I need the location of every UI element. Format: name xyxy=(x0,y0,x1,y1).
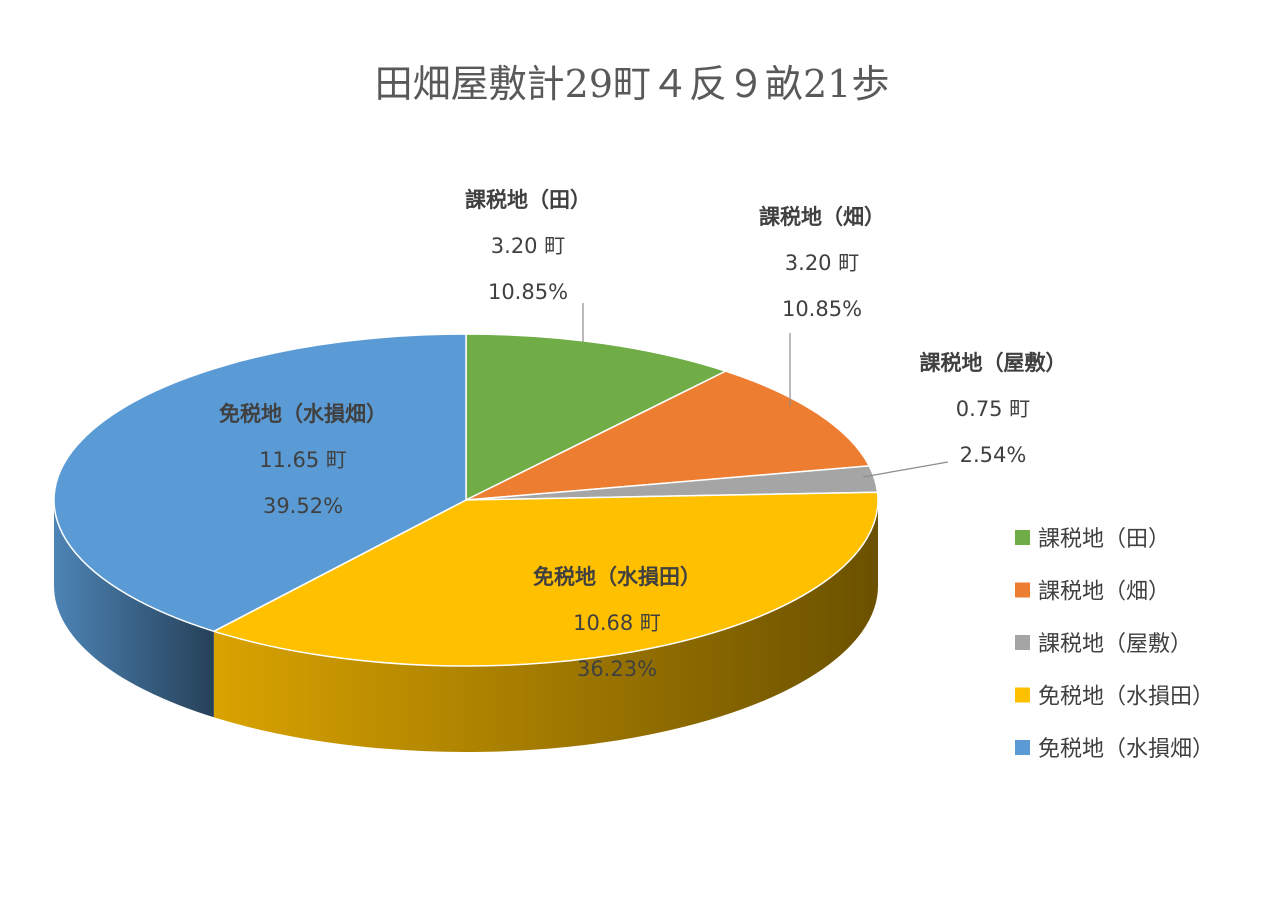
legend-item-2: 課税地（畑） xyxy=(1015,580,1170,605)
legend-swatch xyxy=(1015,687,1030,703)
legend-swatch xyxy=(1015,635,1030,650)
data-label-name: 課税地（田） xyxy=(465,188,591,212)
data-label-percent: 39.52% xyxy=(263,494,343,518)
legend-label: 免税地（水損田） xyxy=(1038,685,1214,710)
legend-swatch xyxy=(1015,582,1030,598)
legend-swatch xyxy=(1015,740,1030,755)
data-label-percent: 2.54% xyxy=(960,443,1027,467)
pie-slices xyxy=(53,333,879,667)
legend-label: 課税地（畑） xyxy=(1038,580,1170,605)
data-label-value: 11.65 町 xyxy=(259,448,347,472)
data-label-3: 課税地（屋敷） 0.75 町 2.54% xyxy=(920,351,1067,467)
data-label-percent: 10.85% xyxy=(488,280,568,304)
data-label-1: 課税地（田） 3.20 町 10.85% xyxy=(465,188,591,304)
data-label-name: 免税地（水損畑） xyxy=(219,402,387,426)
legend-item-3: 課税地（屋敷） xyxy=(1015,632,1192,657)
legend-item-5: 免税地（水損畑） xyxy=(1015,737,1214,762)
data-label-value: 10.68 町 xyxy=(573,611,661,635)
pie-slice-4 xyxy=(213,491,879,667)
legend-item-1: 課税地（田） xyxy=(1015,527,1170,552)
legend-swatch xyxy=(1015,530,1030,545)
legend-label: 課税地（田） xyxy=(1038,527,1170,552)
legend-item-4: 免税地（水損田） xyxy=(1015,685,1214,710)
legend-label: 課税地（屋敷） xyxy=(1038,632,1192,657)
data-label-value: 0.75 町 xyxy=(956,397,1030,421)
slice-side-5 xyxy=(54,500,214,718)
data-label-name: 課税地（畑） xyxy=(759,205,885,229)
data-label-value: 3.20 町 xyxy=(491,234,565,258)
legend-label: 免税地（水損畑） xyxy=(1038,737,1214,762)
pie-slice-5 xyxy=(53,333,467,633)
data-label-percent: 10.85% xyxy=(782,297,862,321)
pie-slice-1 xyxy=(465,333,727,501)
chart-title: 田畑屋敷計29町４反９畝21歩 xyxy=(375,62,890,106)
pie-slice-2 xyxy=(465,370,870,501)
data-label-name: 課税地（屋敷） xyxy=(920,351,1067,375)
data-label-4: 免税地（水損田） 10.68 町 36.23% xyxy=(533,565,701,681)
label-leader-lines xyxy=(582,303,949,478)
data-label-percent: 36.23% xyxy=(577,657,657,681)
data-label-2: 課税地（畑） 3.20 町 10.85% xyxy=(759,205,885,321)
data-label-value: 3.20 町 xyxy=(785,251,859,275)
data-labels: 課税地（田）3.20 町10.85%課税地（畑）3.20 町10.85%課税地（… xyxy=(219,188,1067,681)
data-label-5: 免税地（水損畑） 11.65 町 39.52% xyxy=(219,402,387,518)
pie-3d-sides xyxy=(54,500,879,752)
data-label-name: 免税地（水損田） xyxy=(533,565,701,589)
legend: 課税地（田） 課税地（畑） 課税地（屋敷） 免税地（水損田） 免税地（水損畑） xyxy=(1015,527,1214,762)
leader-line-3 xyxy=(862,461,949,478)
slice-side-4 xyxy=(213,500,879,752)
